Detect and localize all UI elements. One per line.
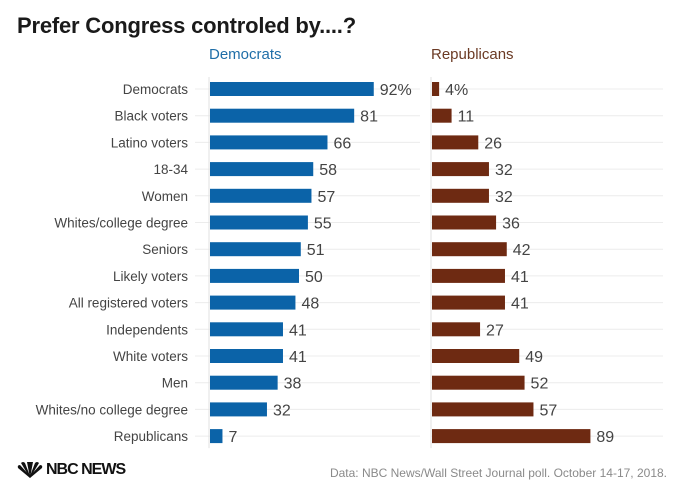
bar-republicans: [432, 215, 497, 230]
data-label: 32: [273, 402, 291, 419]
data-label: 42: [513, 242, 531, 259]
bar-democrats: [210, 215, 308, 230]
category-label: Republicans: [114, 429, 189, 444]
data-label: 27: [486, 322, 504, 339]
data-label: 32: [495, 162, 513, 179]
data-label: 66: [333, 135, 351, 152]
bar-democrats: [210, 268, 299, 283]
bar-democrats: [210, 162, 314, 177]
bar-democrats: [210, 322, 283, 337]
bar-democrats: [210, 402, 267, 417]
bar-republicans: [432, 349, 520, 363]
bar-republicans: [432, 268, 505, 283]
bar-republicans: [432, 242, 507, 257]
data-label: 57: [317, 189, 335, 206]
bar-republicans: [432, 188, 489, 203]
bar-republicans: [432, 295, 505, 310]
bar-republicans: [432, 375, 525, 390]
bar-democrats: [210, 82, 374, 96]
bar-democrats: [210, 295, 296, 310]
data-label: 58: [319, 162, 337, 179]
bar-republicans: [432, 135, 479, 150]
data-label: 11: [458, 109, 475, 126]
data-label: 4%: [445, 82, 468, 99]
bar-democrats: [210, 375, 278, 390]
data-label: 81: [360, 109, 378, 126]
category-label: Democrats: [123, 82, 189, 97]
logo-text: NBC NEWS: [46, 461, 126, 478]
data-label: 38: [284, 376, 302, 393]
data-label: 92%: [380, 82, 412, 99]
data-label: 41: [289, 322, 307, 339]
category-label: Whites/no college degree: [36, 402, 188, 417]
peacock-icon: [17, 462, 43, 478]
data-label: 49: [525, 349, 543, 366]
bar-democrats: [210, 188, 312, 203]
category-label: Whites/college degree: [54, 216, 188, 231]
chart-title: Prefer Congress controled by....?: [17, 13, 356, 38]
bar-republicans: [432, 108, 452, 123]
category-label: Men: [162, 376, 188, 391]
bar-republicans: [432, 322, 481, 337]
data-label: 7: [228, 429, 237, 446]
data-label: 89: [596, 429, 614, 446]
category-label: Likely voters: [113, 269, 188, 284]
category-label: Black voters: [114, 109, 188, 124]
category-label: Women: [142, 189, 188, 204]
bar-republicans: [432, 429, 591, 444]
series-header-democrats: Democrats: [209, 46, 282, 63]
data-label: 36: [502, 216, 520, 233]
data-label: 50: [305, 269, 323, 286]
bar-republicans: [432, 162, 489, 177]
bar-democrats: [210, 108, 355, 123]
data-label: 48: [301, 296, 319, 313]
data-label: 26: [484, 135, 502, 152]
bar-democrats: [210, 349, 283, 363]
bar-democrats: [210, 135, 328, 150]
source-note: Data: NBC News/Wall Street Journal poll.…: [329, 466, 667, 480]
data-label: 55: [314, 216, 332, 233]
data-label: 32: [495, 189, 513, 206]
data-label: 41: [289, 349, 307, 366]
bar-republicans: [432, 82, 440, 96]
data-label: 52: [531, 376, 549, 393]
nbc-news-logo: NBC NEWS: [17, 461, 126, 479]
category-label: White voters: [113, 349, 188, 364]
data-label: 41: [511, 296, 529, 313]
data-label: 51: [307, 242, 325, 259]
data-label: 57: [539, 402, 557, 419]
category-label: 18-34: [153, 162, 188, 177]
category-label: Latino voters: [111, 135, 189, 150]
bar-republicans: [432, 402, 534, 417]
category-label: All registered voters: [69, 296, 189, 311]
bar-democrats: [210, 429, 223, 444]
category-label: Independents: [106, 322, 188, 337]
series-header-republicans: Republicans: [431, 46, 514, 63]
data-label: 41: [511, 269, 529, 286]
category-label: Seniors: [142, 242, 188, 257]
bar-democrats: [210, 242, 301, 257]
